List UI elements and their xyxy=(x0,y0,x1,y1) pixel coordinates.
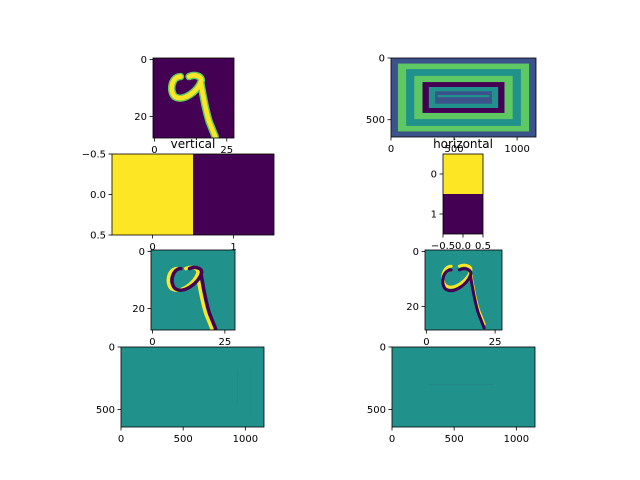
heatmap-image xyxy=(425,250,502,330)
kernel-cell-1-0 xyxy=(443,194,483,234)
y-tick-label: 500 xyxy=(96,405,115,416)
subplot-7: 0 500 1000 0 500 xyxy=(96,343,265,445)
y-tick-label: 20 xyxy=(132,304,145,315)
kernel-cell-0-1 xyxy=(193,154,274,235)
x-tick-label: 0.5 xyxy=(475,241,491,252)
y-tick-label: 0 xyxy=(139,247,145,258)
y-tick-label: 0.0 xyxy=(90,190,106,201)
x-tick-label: 0.0 xyxy=(455,241,471,252)
kernel-cell-0-0 xyxy=(112,154,193,235)
axes-frame xyxy=(120,346,265,428)
heatmap-image xyxy=(392,347,535,427)
subplot-5: 0 25 0 20 xyxy=(132,247,236,348)
image-area xyxy=(112,154,274,235)
subplot-title: vertical xyxy=(171,137,216,151)
subplot-1: 0 25 0 20 xyxy=(134,55,235,156)
x-tick-label: 1000 xyxy=(504,434,529,445)
x-tick-label: 500 xyxy=(174,434,193,445)
rect-ring-6 xyxy=(435,91,492,104)
x-tick-label: 25 xyxy=(220,145,233,156)
subplot-6: 0 25 0 20 xyxy=(406,247,503,348)
x-tick-label: 500 xyxy=(445,434,464,445)
heatmap-image xyxy=(443,154,483,234)
image-background xyxy=(151,250,235,330)
image-area xyxy=(391,58,536,137)
heatmap-image xyxy=(391,58,536,137)
edge-right xyxy=(170,265,218,330)
x-tick-label: 0 xyxy=(388,144,394,155)
y-tick-label: 500 xyxy=(366,115,385,126)
y-tick-label: 500 xyxy=(367,405,386,416)
inner-bar xyxy=(437,95,490,98)
heatmap-image xyxy=(153,58,234,138)
image-background xyxy=(425,250,502,330)
kernel-cell-0-0 xyxy=(443,154,483,194)
y-tick-label: 0 xyxy=(109,343,115,354)
x-tick-label: 1000 xyxy=(233,434,258,445)
x-tick-label: 0 xyxy=(151,145,157,156)
axes-frame xyxy=(391,346,536,428)
x-tick-label: 0 xyxy=(118,434,124,445)
heatmap-image xyxy=(151,250,235,330)
y-tick-label: 0 xyxy=(380,343,386,354)
x-tick-label: 25 xyxy=(218,337,231,348)
image-background xyxy=(392,347,535,427)
x-tick-label: 0 xyxy=(149,242,155,253)
y-tick-label: 1 xyxy=(431,210,437,221)
edge-negative xyxy=(170,265,218,330)
y-tick-label: −0.5 xyxy=(82,150,106,161)
subplot-title: horizontal xyxy=(433,137,493,151)
axes-frame xyxy=(390,57,537,138)
edge-negative xyxy=(441,267,486,330)
subplot-2: 0 500 1000 0 500 xyxy=(366,54,537,155)
digit-stroke xyxy=(169,73,218,138)
axes-frame xyxy=(152,57,235,139)
subplot-8: 0 500 1000 0 500 xyxy=(367,343,536,445)
image-area xyxy=(153,58,234,138)
x-tick-label: 500 xyxy=(444,144,463,155)
x-tick-label: 0 xyxy=(423,337,429,348)
x-tick-label: 0 xyxy=(149,337,155,348)
y-tick-label: 0 xyxy=(141,55,147,66)
axes-frame xyxy=(150,249,236,331)
image-background xyxy=(153,58,234,138)
x-tick-label: 0 xyxy=(389,434,395,445)
image-area xyxy=(392,347,535,427)
y-tick-label: 0 xyxy=(431,170,437,181)
image-area xyxy=(425,250,502,330)
x-tick-label: 25 xyxy=(489,337,502,348)
y-tick-label: 20 xyxy=(134,112,147,123)
subplot-3: 0 1 −0.5 0.0 0.5 vertical xyxy=(82,137,275,253)
y-tick-label: 20 xyxy=(406,302,419,313)
y-tick-label: 0 xyxy=(379,54,385,65)
image-area xyxy=(443,154,483,234)
heatmap-image xyxy=(112,154,274,235)
image-area xyxy=(151,250,235,330)
edge-bottom xyxy=(441,267,486,330)
image-background xyxy=(121,347,264,427)
heatmap-image xyxy=(121,347,264,427)
x-tick-label: 1 xyxy=(230,242,236,253)
x-tick-label: 1000 xyxy=(504,144,529,155)
y-tick-label: 0 xyxy=(413,247,419,258)
x-tick-label: −0.5 xyxy=(431,241,455,252)
image-area xyxy=(121,347,264,427)
y-tick-label: 0.5 xyxy=(90,231,106,242)
axes-frame xyxy=(424,249,503,331)
subplot-4: −0.5 0.0 0.5 0 1 horizontal xyxy=(431,137,493,252)
